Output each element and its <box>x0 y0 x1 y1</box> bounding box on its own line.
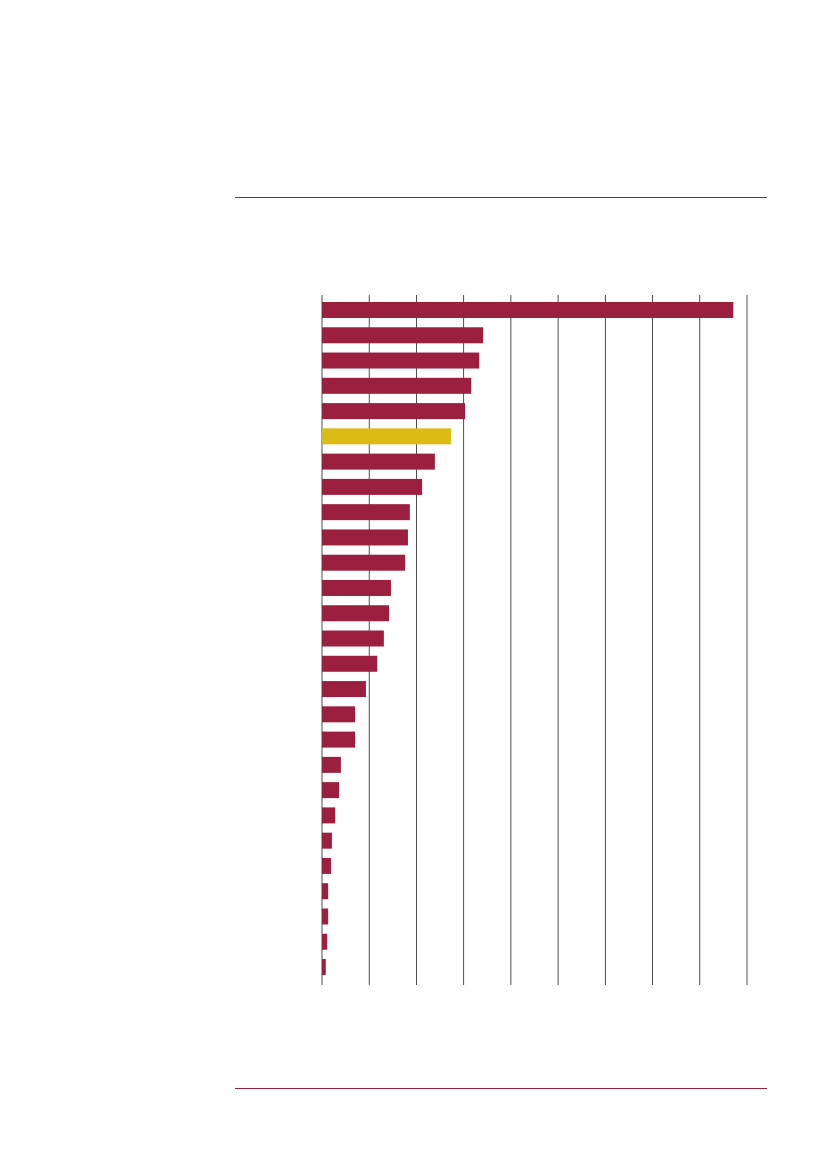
bar <box>322 352 480 369</box>
bar <box>322 605 390 622</box>
bar <box>322 504 410 521</box>
bar <box>322 428 451 445</box>
bar <box>322 655 378 672</box>
bar <box>322 908 329 925</box>
bar <box>322 681 366 698</box>
bar <box>322 756 341 773</box>
bar <box>322 731 356 748</box>
bar <box>322 959 326 976</box>
bar <box>322 883 329 900</box>
bar <box>322 857 331 874</box>
bar <box>322 453 435 470</box>
bar <box>322 807 336 824</box>
bar <box>322 554 406 571</box>
bar <box>322 403 466 420</box>
bar <box>322 302 734 318</box>
bar <box>322 630 384 647</box>
bar <box>322 832 332 849</box>
bar <box>322 933 328 950</box>
bar <box>322 706 356 723</box>
bar <box>322 478 423 495</box>
bar <box>322 529 408 546</box>
bar <box>322 377 472 394</box>
bar <box>322 327 484 344</box>
bar <box>322 579 391 596</box>
bar <box>322 782 339 799</box>
